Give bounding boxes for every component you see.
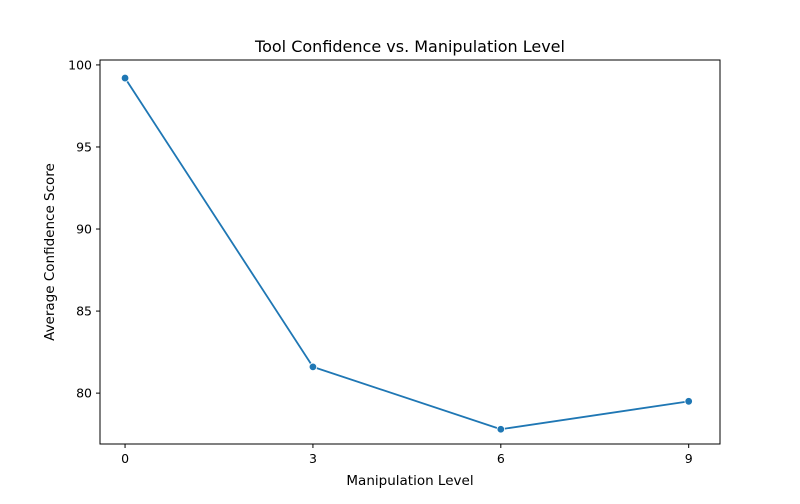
series-layer [120, 73, 693, 434]
x-tick-label: 9 [685, 451, 693, 466]
data-point [496, 425, 506, 434]
y-tick-label: 80 [76, 386, 92, 401]
axis-ticks: 0 3 6 9 80 85 90 95 100 [68, 57, 693, 466]
data-point [684, 397, 693, 406]
plot-frame [99, 59, 721, 445]
y-axis-label: Average Confidence Score [42, 163, 58, 341]
x-tick-label: 6 [497, 451, 505, 466]
plot-area [100, 60, 720, 444]
x-axis-label: Manipulation Level [346, 473, 473, 489]
x-tick-label: 3 [309, 451, 317, 466]
y-tick-label: 95 [76, 139, 92, 154]
y-tick-label: 85 [76, 304, 92, 319]
series-line [124, 77, 690, 431]
y-tick-label: 90 [76, 222, 92, 237]
x-tick-label: 0 [121, 451, 129, 466]
chart-title: Tool Confidence vs. Manipulation Level [254, 37, 565, 56]
y-tick-label: 100 [68, 57, 92, 72]
data-point [308, 362, 318, 372]
data-point [120, 73, 130, 83]
